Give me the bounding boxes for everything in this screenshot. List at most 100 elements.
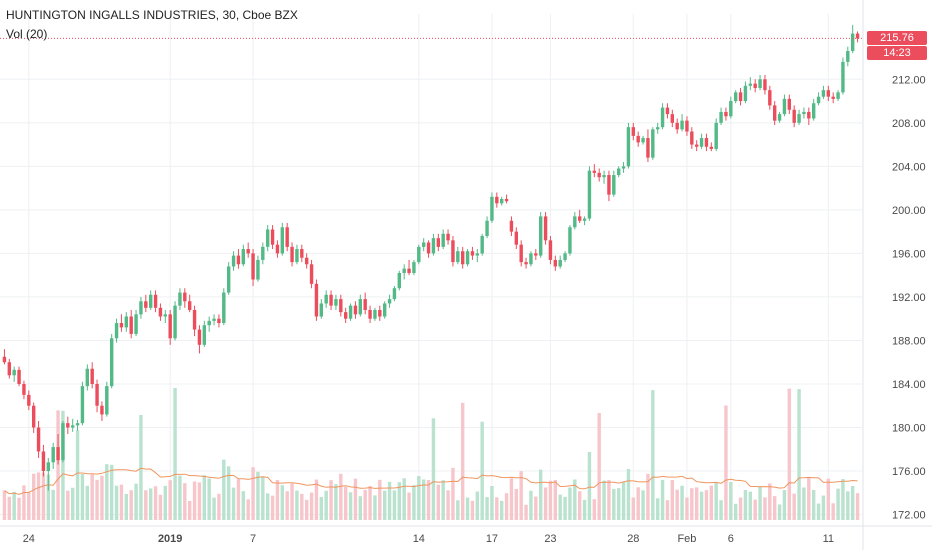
candle-body[interactable] (314, 283, 319, 317)
candle-body[interactable] (826, 90, 831, 97)
candle-body[interactable] (358, 299, 363, 315)
candle-body[interactable] (261, 246, 265, 260)
candle-body[interactable] (753, 83, 757, 88)
candle-body[interactable] (51, 447, 55, 463)
candle-body[interactable] (421, 242, 426, 247)
candle-body[interactable] (382, 303, 387, 317)
candle-body[interactable] (197, 329, 202, 345)
candle-body[interactable] (183, 292, 187, 302)
candle-body[interactable] (402, 268, 406, 273)
candle-body[interactable] (626, 127, 631, 167)
candle-body[interactable] (17, 369, 21, 384)
candle-body[interactable] (217, 318, 221, 324)
candle-body[interactable] (192, 309, 197, 330)
candle-body[interactable] (777, 114, 782, 121)
candle-body[interactable] (811, 103, 816, 119)
candle-body[interactable] (763, 79, 767, 91)
candle-body[interactable] (451, 240, 455, 263)
candle-body[interactable] (417, 246, 421, 263)
candle-body[interactable] (490, 196, 494, 221)
candle-body[interactable] (768, 90, 772, 106)
candle-body[interactable] (109, 338, 114, 387)
candle-body[interactable] (797, 114, 801, 123)
candle-body[interactable] (7, 362, 12, 376)
candle-body[interactable] (275, 244, 280, 254)
candle-body[interactable] (12, 369, 16, 376)
candle-body[interactable] (573, 216, 577, 228)
candle-body[interactable] (231, 255, 236, 267)
candle-body[interactable] (792, 109, 796, 123)
candle-body[interactable] (105, 386, 109, 415)
candle-body[interactable] (46, 462, 51, 472)
candle-body[interactable] (855, 33, 860, 39)
candle-body[interactable] (577, 216, 582, 221)
candle-body[interactable] (256, 259, 260, 280)
candle-body[interactable] (772, 105, 777, 121)
candle-body[interactable] (397, 272, 402, 289)
candle-body[interactable] (563, 253, 567, 260)
candle-body[interactable] (373, 309, 377, 319)
candle-body[interactable] (441, 233, 445, 247)
candle-body[interactable] (470, 251, 475, 256)
candle-body[interactable] (139, 301, 143, 315)
candle-body[interactable] (368, 309, 372, 319)
candle-body[interactable] (378, 309, 382, 317)
candle-body[interactable] (100, 405, 104, 415)
candle-body[interactable] (519, 244, 523, 263)
candle-body[interactable] (134, 314, 138, 334)
candle-body[interactable] (173, 305, 177, 339)
candle-body[interactable] (592, 170, 597, 173)
candle-body[interactable] (748, 83, 753, 86)
candle-body[interactable] (124, 316, 129, 328)
candle-body[interactable] (655, 127, 660, 130)
candle-body[interactable] (670, 114, 675, 123)
candle-body[interactable] (129, 316, 133, 334)
candle-body[interactable] (114, 323, 119, 339)
candle-body[interactable] (802, 111, 806, 115)
candle-body[interactable] (529, 253, 533, 265)
candle-body[interactable] (495, 196, 499, 204)
candle-body[interactable] (387, 299, 392, 304)
candle-body[interactable] (480, 235, 484, 254)
candle-body[interactable] (631, 127, 636, 136)
candle-body[interactable] (304, 257, 309, 265)
candle-body[interactable] (699, 138, 704, 147)
candle-body[interactable] (821, 90, 826, 97)
candle-body[interactable] (597, 172, 601, 178)
candle-body[interactable] (524, 262, 528, 265)
candle-body[interactable] (319, 303, 324, 317)
candle-body[interactable] (665, 107, 670, 115)
candle-body[interactable] (270, 229, 275, 245)
candle-body[interactable] (714, 122, 718, 149)
candle-body[interactable] (246, 249, 250, 254)
candle-body[interactable] (504, 198, 509, 202)
candle-body[interactable] (285, 227, 289, 247)
candle-body[interactable] (222, 292, 226, 324)
candle-body[interactable] (61, 423, 65, 461)
candle-body[interactable] (412, 262, 416, 273)
candle-body[interactable] (178, 292, 182, 306)
candle-body[interactable] (212, 318, 216, 321)
candle-body[interactable] (334, 299, 338, 306)
candle-body[interactable] (733, 92, 738, 102)
candle-body[interactable] (831, 96, 835, 99)
candle-body[interactable] (202, 325, 207, 345)
candle-body[interactable] (690, 131, 694, 145)
candle-body[interactable] (660, 107, 665, 128)
candle-body[interactable] (329, 294, 333, 306)
candle-body[interactable] (568, 227, 572, 254)
candle-body[interactable] (85, 368, 90, 387)
candle-body[interactable] (80, 386, 85, 424)
candle-body[interactable] (309, 264, 314, 284)
candle-body[interactable] (27, 394, 31, 406)
candle-body[interactable] (534, 253, 538, 256)
candle-body[interactable] (207, 320, 211, 326)
candle-body[interactable] (612, 175, 616, 195)
candle-body[interactable] (685, 120, 689, 132)
candle-body[interactable] (499, 198, 504, 204)
candle-body[interactable] (509, 220, 514, 232)
candle-body[interactable] (836, 92, 840, 99)
candle-body[interactable] (251, 253, 255, 280)
candle-body[interactable] (602, 175, 606, 178)
